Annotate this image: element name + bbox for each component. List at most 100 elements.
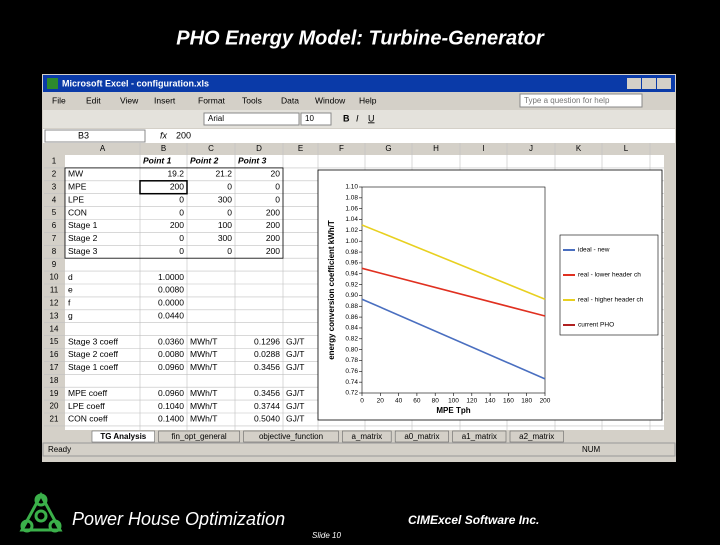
cell-text[interactable]: 0.0360 bbox=[158, 336, 184, 346]
close-button[interactable] bbox=[657, 78, 671, 89]
cell-text[interactable]: 20 bbox=[271, 169, 281, 179]
cell-text[interactable]: f bbox=[68, 298, 71, 308]
row-header[interactable]: 2 bbox=[52, 169, 57, 178]
cell-text[interactable]: 300 bbox=[218, 194, 232, 204]
cell-text[interactable]: 0 bbox=[227, 182, 232, 192]
cell-text[interactable]: 0 bbox=[179, 207, 184, 217]
menu-item[interactable]: Format bbox=[198, 95, 226, 105]
cell-text[interactable]: 300 bbox=[218, 233, 232, 243]
row-header[interactable]: 19 bbox=[50, 389, 59, 398]
cell-text[interactable]: GJ/T bbox=[286, 414, 304, 424]
cell-text[interactable]: CON bbox=[68, 207, 87, 217]
cell-text[interactable]: GJ/T bbox=[286, 362, 304, 372]
cell-text[interactable]: 21.2 bbox=[215, 169, 232, 179]
cell-text[interactable]: MWh/T bbox=[190, 388, 217, 398]
cell-text[interactable]: d bbox=[68, 272, 73, 282]
minimize-button[interactable] bbox=[627, 78, 641, 89]
sheet-tab[interactable] bbox=[243, 430, 339, 443]
row-header[interactable]: 6 bbox=[52, 221, 57, 230]
sheet-tab[interactable] bbox=[509, 430, 564, 443]
cell-text[interactable]: 0.0000 bbox=[158, 298, 184, 308]
cell-text[interactable]: GJ/T bbox=[286, 401, 304, 411]
cell-text[interactable]: MPE coeff bbox=[68, 388, 108, 398]
cell-text[interactable]: LPE bbox=[68, 194, 84, 204]
help-box[interactable] bbox=[519, 93, 643, 108]
cell-text[interactable]: Stage 3 bbox=[68, 246, 98, 256]
cell-text[interactable]: MWh/T bbox=[190, 336, 217, 346]
cell-text[interactable]: Stage 2 bbox=[68, 233, 98, 243]
column-header[interactable]: E bbox=[298, 144, 303, 153]
menu-item[interactable]: Window bbox=[315, 95, 346, 105]
sheet-tab[interactable] bbox=[91, 430, 155, 443]
row-header[interactable]: 20 bbox=[50, 402, 59, 411]
cell-text[interactable]: g bbox=[68, 311, 73, 321]
column-header[interactable]: J bbox=[529, 144, 533, 153]
cell-text[interactable]: Stage 2 coeff bbox=[68, 349, 119, 359]
row-header[interactable]: 8 bbox=[52, 247, 57, 256]
sheet-tab-label[interactable]: a_matrix bbox=[351, 432, 382, 441]
cell-text[interactable]: GJ/T bbox=[286, 336, 304, 346]
column-header[interactable]: D bbox=[256, 144, 262, 153]
cell-text[interactable]: MWh/T bbox=[190, 401, 217, 411]
cell-text[interactable]: 0.3456 bbox=[254, 388, 280, 398]
cell-text[interactable]: GJ/T bbox=[286, 388, 304, 398]
row-header[interactable]: 1 bbox=[52, 157, 57, 166]
column-header[interactable]: F bbox=[339, 144, 344, 153]
menu-item[interactable]: Insert bbox=[154, 95, 176, 105]
cell-text[interactable]: 0.5040 bbox=[254, 414, 280, 424]
row-header[interactable]: 18 bbox=[50, 376, 59, 385]
column-header[interactable]: G bbox=[385, 144, 391, 153]
cell-text[interactable]: 0.1040 bbox=[158, 401, 184, 411]
row-header[interactable]: 15 bbox=[50, 337, 59, 346]
cell-text[interactable]: GJ/T bbox=[286, 349, 304, 359]
cell-text[interactable]: MWh/T bbox=[190, 362, 217, 372]
cell-text[interactable]: 0 bbox=[179, 194, 184, 204]
cell-text[interactable]: 0.0960 bbox=[158, 388, 184, 398]
sheet-tab[interactable] bbox=[452, 430, 507, 443]
cell-text[interactable]: 0 bbox=[227, 246, 232, 256]
cell-text[interactable]: 0.0080 bbox=[158, 349, 184, 359]
cell-text[interactable]: Point 3 bbox=[238, 156, 267, 166]
row-header[interactable]: 11 bbox=[50, 286, 59, 295]
cell-text[interactable]: 0 bbox=[227, 207, 232, 217]
cell-text[interactable]: 0.1296 bbox=[254, 336, 280, 346]
cell-text[interactable]: MWh/T bbox=[190, 349, 217, 359]
cell-text[interactable]: 0 bbox=[275, 194, 280, 204]
sheet-tab[interactable] bbox=[394, 430, 449, 443]
cell-text[interactable]: 0.0440 bbox=[158, 311, 184, 321]
row-header[interactable]: 16 bbox=[50, 350, 59, 359]
row-header[interactable]: 7 bbox=[52, 234, 57, 243]
row-header[interactable]: 12 bbox=[50, 298, 59, 307]
column-header[interactable]: B bbox=[161, 144, 166, 153]
row-header[interactable]: 10 bbox=[50, 273, 59, 282]
cell-text[interactable]: Point 1 bbox=[143, 156, 172, 166]
cell-text[interactable]: 100 bbox=[218, 220, 232, 230]
sheet-tab-label[interactable]: a1_matrix bbox=[462, 432, 497, 441]
italic-button[interactable]: I bbox=[356, 113, 359, 123]
row-header[interactable]: 5 bbox=[52, 208, 57, 217]
cell-text[interactable]: 0 bbox=[179, 246, 184, 256]
cell-text[interactable]: e bbox=[68, 285, 73, 295]
menu-item[interactable]: Help bbox=[359, 95, 377, 105]
menu-item[interactable]: File bbox=[52, 95, 66, 105]
cell-text[interactable]: 0.0080 bbox=[158, 285, 184, 295]
row-header[interactable]: 21 bbox=[50, 415, 59, 424]
sheet-tab-label[interactable]: a0_matrix bbox=[404, 432, 439, 441]
row-header[interactable]: 17 bbox=[50, 363, 59, 372]
cell-text[interactable]: 0 bbox=[275, 182, 280, 192]
cell-text[interactable]: 200 bbox=[266, 220, 280, 230]
cell-text[interactable]: 0.3456 bbox=[254, 362, 280, 372]
row-header[interactable]: 13 bbox=[50, 311, 59, 320]
cell-text[interactable]: MW bbox=[68, 169, 83, 179]
cell-text[interactable]: Stage 1 coeff bbox=[68, 362, 119, 372]
column-header[interactable]: C bbox=[208, 144, 214, 153]
column-header[interactable]: L bbox=[624, 144, 629, 153]
row-header[interactable]: 3 bbox=[52, 182, 57, 191]
sheet-tab[interactable] bbox=[342, 430, 392, 443]
cell-text[interactable]: MPE bbox=[68, 182, 87, 192]
column-header[interactable]: H bbox=[433, 144, 439, 153]
cell-text[interactable]: 0.3744 bbox=[254, 401, 280, 411]
cell-text[interactable]: 200 bbox=[266, 246, 280, 256]
underline-button[interactable]: U bbox=[368, 113, 375, 123]
row-header[interactable]: 14 bbox=[50, 324, 59, 333]
